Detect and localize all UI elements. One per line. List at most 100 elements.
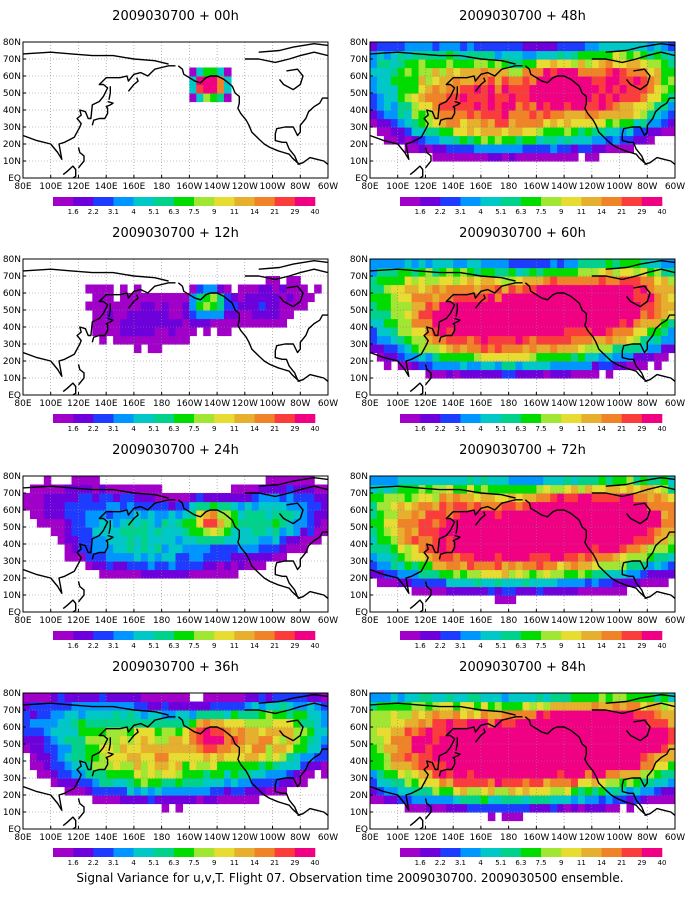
field-cell bbox=[106, 795, 114, 805]
field-cell bbox=[619, 276, 628, 286]
field-cell bbox=[529, 693, 537, 703]
colorbar-swatch bbox=[274, 631, 296, 640]
field-cell bbox=[668, 518, 675, 528]
field-cell bbox=[661, 110, 669, 120]
field-cell bbox=[418, 476, 427, 486]
lon-tick-label: 160E bbox=[469, 399, 492, 409]
field-cell bbox=[612, 510, 621, 520]
field-cell bbox=[147, 569, 156, 579]
field-cell bbox=[654, 778, 662, 788]
field-cell bbox=[661, 544, 669, 554]
field-cell bbox=[182, 761, 190, 771]
field-cell bbox=[557, 735, 565, 745]
field-cell bbox=[168, 510, 177, 520]
field-cell bbox=[376, 769, 385, 779]
field-cell bbox=[571, 476, 579, 486]
field-cell bbox=[550, 727, 558, 737]
field-cell bbox=[78, 752, 86, 762]
field-cell bbox=[508, 718, 517, 728]
field-cell bbox=[626, 786, 635, 796]
field-cell bbox=[571, 727, 579, 737]
field-cell bbox=[140, 752, 149, 762]
field-cell bbox=[370, 769, 378, 779]
field-cell bbox=[182, 293, 190, 303]
field-cell bbox=[244, 501, 253, 511]
field-cell bbox=[557, 76, 565, 86]
field-cell bbox=[432, 552, 440, 562]
field-cell bbox=[647, 718, 655, 728]
field-cell bbox=[404, 59, 413, 69]
field-cell bbox=[78, 761, 86, 771]
field-cell bbox=[508, 76, 517, 86]
field-cell bbox=[557, 327, 565, 337]
field-cell bbox=[494, 578, 503, 588]
field-cell bbox=[140, 561, 149, 571]
field-cell bbox=[494, 544, 503, 554]
field-cell bbox=[536, 152, 544, 162]
coastline bbox=[127, 511, 139, 526]
field-cell bbox=[494, 786, 503, 796]
field-cell bbox=[126, 318, 135, 328]
field-cell bbox=[92, 735, 100, 745]
field-cell bbox=[376, 693, 385, 703]
field-cell bbox=[244, 284, 253, 294]
field-cell bbox=[154, 693, 163, 703]
field-cell bbox=[605, 586, 614, 596]
field-cell bbox=[390, 710, 399, 720]
field-cell bbox=[182, 727, 190, 737]
field-cell bbox=[668, 276, 675, 286]
field-cell bbox=[293, 778, 301, 788]
field-cell bbox=[584, 569, 593, 579]
colorbar-swatch bbox=[460, 631, 481, 640]
field-cell bbox=[543, 718, 551, 728]
field-cell bbox=[404, 93, 413, 103]
field-cell bbox=[439, 135, 447, 145]
field-cell bbox=[577, 795, 586, 805]
field-cell bbox=[598, 310, 607, 320]
field-cell bbox=[647, 318, 655, 328]
field-cell bbox=[85, 769, 93, 779]
field-cell bbox=[453, 352, 461, 362]
field-cell bbox=[189, 778, 197, 788]
field-cell bbox=[605, 101, 614, 111]
field-cell bbox=[460, 693, 468, 703]
field-cell bbox=[480, 301, 489, 311]
colorbar-level-label: 4 bbox=[478, 859, 483, 867]
colorbar-level-label: 9 bbox=[559, 425, 563, 433]
field-cell bbox=[612, 752, 621, 762]
field-cell bbox=[473, 778, 482, 788]
field-cell bbox=[577, 127, 586, 137]
field-cell bbox=[460, 284, 468, 294]
field-cell bbox=[467, 535, 475, 545]
field-cell bbox=[425, 586, 433, 596]
field-cell bbox=[564, 803, 572, 813]
lat-tick-label: 20N bbox=[350, 140, 368, 150]
field-cell bbox=[480, 369, 489, 379]
field-cell bbox=[64, 552, 73, 562]
field-cell bbox=[71, 544, 80, 554]
field-cell bbox=[383, 476, 392, 486]
colorbar: 1.6 2.2 3.1 4 5.1 6.3 7.5 9 11 14 21 29 40 bbox=[53, 197, 319, 216]
coastline bbox=[108, 303, 111, 317]
lon-tick-label: 100E bbox=[39, 833, 62, 843]
field-cell bbox=[467, 569, 475, 579]
field-cell bbox=[64, 752, 73, 762]
field-cell bbox=[99, 552, 107, 562]
field-cell bbox=[591, 318, 600, 328]
field-cell bbox=[370, 761, 378, 771]
field-cell bbox=[432, 718, 440, 728]
lon-tick-label: 160E bbox=[469, 616, 492, 626]
field-cell bbox=[460, 352, 468, 362]
field-cell bbox=[85, 552, 93, 562]
field-cell bbox=[494, 744, 503, 754]
field-cell bbox=[376, 778, 385, 788]
field-cell bbox=[543, 527, 551, 537]
field-cell bbox=[106, 493, 114, 503]
field-cell bbox=[522, 118, 531, 128]
field-cell bbox=[473, 727, 482, 737]
lat-tick-label: EQ bbox=[8, 825, 21, 835]
coastline bbox=[62, 599, 77, 612]
field-cell bbox=[619, 578, 628, 588]
field-cell bbox=[203, 769, 211, 779]
field-cell bbox=[640, 778, 648, 788]
